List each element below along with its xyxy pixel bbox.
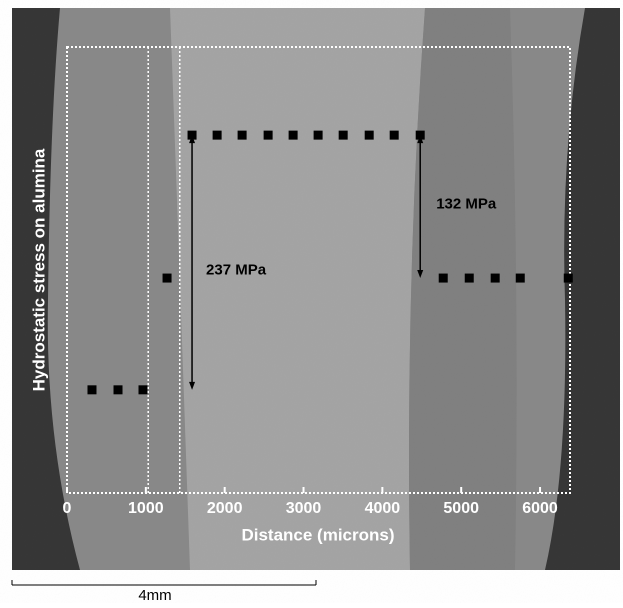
point — [113, 385, 123, 395]
image-texture — [12, 8, 620, 570]
x-tick-label: 3000 — [286, 500, 322, 517]
point — [313, 130, 323, 140]
point — [563, 273, 573, 283]
point — [515, 273, 525, 283]
point — [162, 273, 172, 283]
x-tick-label: 5000 — [443, 500, 479, 517]
point — [389, 130, 399, 140]
point — [237, 130, 247, 140]
x-tick-label: 2000 — [207, 500, 243, 517]
point — [438, 273, 448, 283]
x-tick-label: 6000 — [522, 500, 558, 517]
plot-frame — [66, 46, 571, 494]
y-axis-label: Hydrostatic stress on alumina — [29, 148, 48, 391]
point — [364, 130, 374, 140]
point — [212, 130, 222, 140]
point — [288, 130, 298, 140]
x-tick-label: 1000 — [128, 500, 164, 517]
point — [490, 273, 500, 283]
point — [138, 385, 148, 395]
arrow-head — [189, 381, 196, 390]
annotation-label: 132 MPa — [436, 196, 497, 213]
point — [87, 385, 97, 395]
annotation-label: 237 MPa — [206, 261, 267, 278]
scale-bar-label: 4mm — [138, 587, 171, 603]
x-tick-label: 0 — [63, 500, 72, 517]
point — [187, 130, 197, 140]
arrow-head — [417, 270, 424, 279]
point — [415, 130, 425, 140]
point — [338, 130, 348, 140]
x-axis-label: Distance (microns) — [241, 525, 394, 544]
point — [464, 273, 474, 283]
point — [263, 130, 273, 140]
x-tick-label: 4000 — [365, 500, 401, 517]
